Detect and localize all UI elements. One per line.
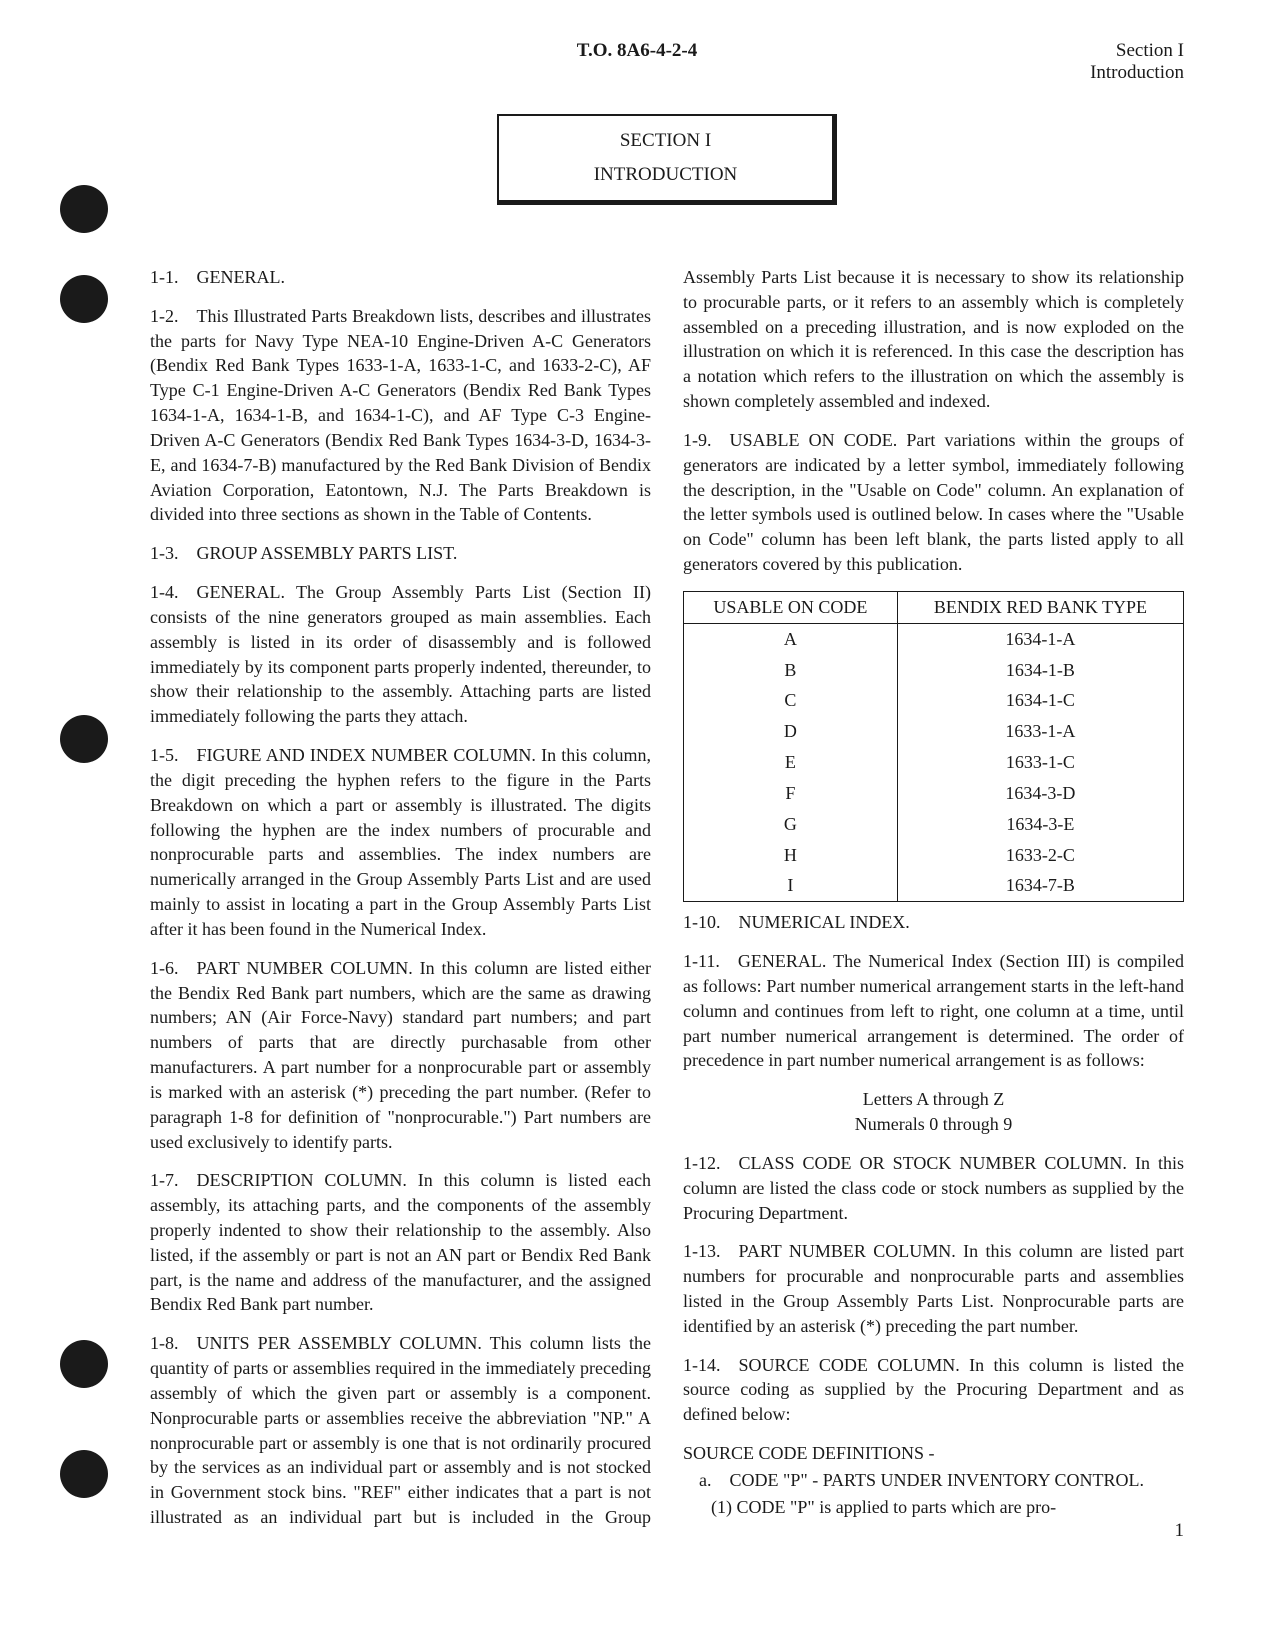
section-box-line1: SECTION I <box>499 130 832 152</box>
table-header-type: BENDIX RED BANK TYPE <box>897 591 1183 623</box>
para-1-5: 1-5. FIGURE AND INDEX NUMBER COLUMN. In … <box>150 743 651 942</box>
table-cell: 1633-1-A <box>897 716 1183 747</box>
page-number: 1 <box>1175 1520 1185 1542</box>
para-1-11: 1-11. GENERAL. The Numerical Index (Sect… <box>683 949 1184 1073</box>
table-row: B1634-1-B <box>684 655 1184 686</box>
table-cell: 1633-2-C <box>897 840 1183 871</box>
table-cell: 1634-1-C <box>897 685 1183 716</box>
table-row: H1633-2-C <box>684 840 1184 871</box>
table-cell: B <box>684 655 898 686</box>
table-cell: 1634-1-A <box>897 623 1183 654</box>
para-1-2: 1-2. This Illustrated Parts Breakdown li… <box>150 304 651 527</box>
src-def-a1: (1) CODE "P" is applied to parts which a… <box>683 1495 1184 1520</box>
table-cell: 1633-1-C <box>897 747 1183 778</box>
doc-number: T.O. 8A6-4-2-4 <box>577 40 698 62</box>
table-cell: F <box>684 778 898 809</box>
precedence-line-2: Numerals 0 through 9 <box>683 1112 1184 1137</box>
precedence-line-1: Letters A through Z <box>683 1087 1184 1112</box>
para-1-7: 1-7. DESCRIPTION COLUMN. In this column … <box>150 1168 651 1317</box>
punch-hole <box>60 715 108 763</box>
table-cell: C <box>684 685 898 716</box>
precedence-block: Letters A through Z Numerals 0 through 9 <box>683 1087 1184 1137</box>
para-1-3-heading: 1-3. GROUP ASSEMBLY PARTS LIST. <box>150 541 651 566</box>
punch-hole <box>60 275 108 323</box>
usable-on-code-table: USABLE ON CODE BENDIX RED BANK TYPE A163… <box>683 591 1184 902</box>
table-body: A1634-1-AB1634-1-BC1634-1-CD1633-1-AE163… <box>684 623 1184 901</box>
table-row: A1634-1-A <box>684 623 1184 654</box>
section-label: Section I <box>1090 40 1184 62</box>
para-1-6: 1-6. PART NUMBER COLUMN. In this column … <box>150 956 651 1155</box>
table-row: C1634-1-C <box>684 685 1184 716</box>
table-cell: D <box>684 716 898 747</box>
table-row: I1634-7-B <box>684 870 1184 901</box>
section-title-box: SECTION I INTRODUCTION <box>497 114 837 205</box>
para-1-13: 1-13. PART NUMBER COLUMN. In this column… <box>683 1239 1184 1338</box>
src-def-heading: SOURCE CODE DEFINITIONS - <box>683 1441 1184 1466</box>
table-cell: H <box>684 840 898 871</box>
table-cell: I <box>684 870 898 901</box>
src-def-a: a. CODE "P" - PARTS UNDER INVENTORY CONT… <box>683 1468 1184 1493</box>
body-columns: 1-1. GENERAL. 1-2. This Illustrated Part… <box>150 265 1184 1532</box>
header-right-block: Section I Introduction <box>1090 40 1184 84</box>
table-cell: E <box>684 747 898 778</box>
para-1-9: 1-9. USABLE ON CODE. Part variations wit… <box>683 428 1184 577</box>
table-row: F1634-3-D <box>684 778 1184 809</box>
para-1-14: 1-14. SOURCE CODE COLUMN. In this column… <box>683 1353 1184 1427</box>
table-row: D1633-1-A <box>684 716 1184 747</box>
punch-hole <box>60 185 108 233</box>
table-header-row: USABLE ON CODE BENDIX RED BANK TYPE <box>684 591 1184 623</box>
source-code-defs: SOURCE CODE DEFINITIONS - a. CODE "P" - … <box>683 1441 1184 1519</box>
table-cell: 1634-3-E <box>897 809 1183 840</box>
para-1-12: 1-12. CLASS CODE OR STOCK NUMBER COLUMN.… <box>683 1151 1184 1225</box>
para-1-4: 1-4. GENERAL. The Group Assembly Parts L… <box>150 580 651 729</box>
punch-hole <box>60 1340 108 1388</box>
para-1-1-heading: 1-1. GENERAL. <box>150 265 651 290</box>
section-sublabel: Introduction <box>1090 62 1184 84</box>
page-header: T.O. 8A6-4-2-4 Section I Introduction <box>150 40 1184 84</box>
punch-hole <box>60 1450 108 1498</box>
table-cell: 1634-1-B <box>897 655 1183 686</box>
table-cell: 1634-7-B <box>897 870 1183 901</box>
table-cell: 1634-3-D <box>897 778 1183 809</box>
para-1-10-heading: 1-10. NUMERICAL INDEX. <box>683 910 1184 935</box>
table-cell: G <box>684 809 898 840</box>
section-box-line2: INTRODUCTION <box>499 164 832 186</box>
page: T.O. 8A6-4-2-4 Section I Introduction SE… <box>0 0 1274 1572</box>
table-row: E1633-1-C <box>684 747 1184 778</box>
table-cell: A <box>684 623 898 654</box>
table-row: G1634-3-E <box>684 809 1184 840</box>
table-header-code: USABLE ON CODE <box>684 591 898 623</box>
